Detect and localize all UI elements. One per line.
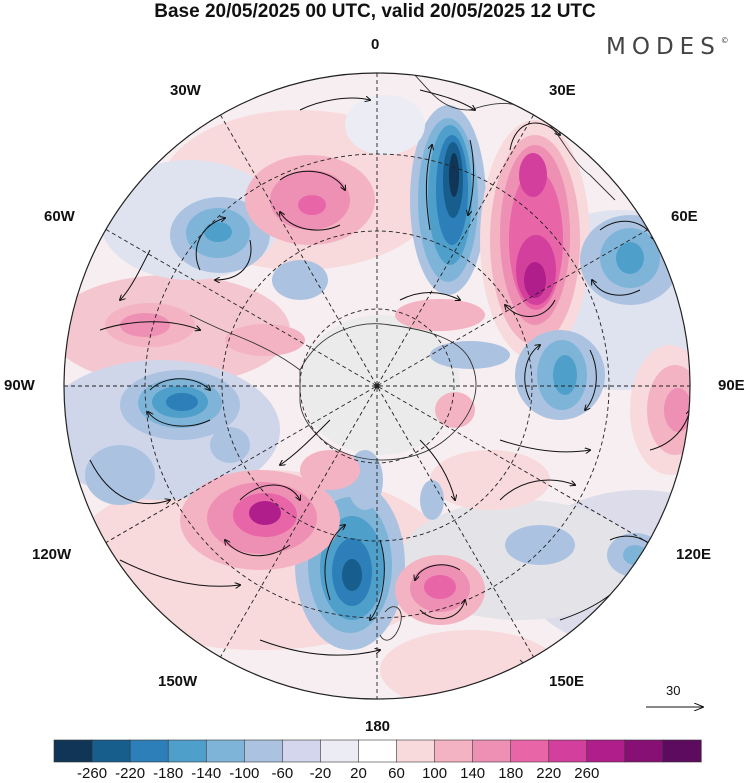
lon-label-150e: 150E xyxy=(549,673,585,690)
colorbar xyxy=(53,739,702,763)
brand-copyright-mark: © xyxy=(720,36,729,45)
anomaly-field xyxy=(64,73,690,699)
brand-logo: MODES© xyxy=(606,34,729,60)
colorbar-tick-label: 20 xyxy=(350,765,367,782)
colorbar-bin xyxy=(91,739,131,763)
colorbar-bin xyxy=(624,739,664,763)
colorbar-tick-label: -260 xyxy=(77,765,108,782)
colorbar-bin xyxy=(320,739,360,763)
lon-label-60w: 60W xyxy=(44,208,75,225)
colorbar-bin xyxy=(510,739,550,763)
wind-vectors xyxy=(89,89,690,656)
colorbar-bin xyxy=(282,739,322,763)
lon-label-120e: 120E xyxy=(676,546,712,563)
colorbar-tick-label: -140 xyxy=(191,765,222,782)
lon-label-60e: 60E xyxy=(671,208,698,225)
colorbar-bin xyxy=(586,739,626,763)
colorbar-bin xyxy=(396,739,436,763)
lon-label-90e: 90E xyxy=(718,377,745,394)
colorbar-tick-label: -180 xyxy=(153,765,184,782)
colorbar-bin xyxy=(167,739,207,763)
chart-title: Base 20/05/2025 00 UTC, valid 20/05/2025… xyxy=(154,1,596,22)
lon-label-30e: 30E xyxy=(549,82,576,99)
map-boundary xyxy=(63,72,691,700)
lon-label-30w: 30W xyxy=(170,82,201,99)
colorbar-tick-label: -60 xyxy=(271,765,294,782)
colorbar-bin xyxy=(472,739,512,763)
colorbar-bin xyxy=(358,739,398,763)
colorbar-tick-label: 140 xyxy=(460,765,486,782)
colorbar-tick-label: 100 xyxy=(422,765,448,782)
colorbar-bin xyxy=(129,739,169,763)
colorbar-bin xyxy=(548,739,588,763)
graticule xyxy=(64,73,690,699)
colorbar-tick-label: 60 xyxy=(388,765,405,782)
colorbar-tick-label: -20 xyxy=(309,765,332,782)
colorbar-bin xyxy=(53,739,93,763)
colorbar-bin xyxy=(662,739,702,763)
brand-name: MODES xyxy=(606,34,721,60)
colorbar-bin xyxy=(243,739,283,763)
colorbar-bin xyxy=(434,739,474,763)
lon-label-0: 0 xyxy=(371,36,380,53)
colorbar-tick-label: 220 xyxy=(536,765,562,782)
reference-vector-label: 30 xyxy=(666,683,681,698)
lon-label-120w: 120W xyxy=(32,546,72,563)
south-pole-marker xyxy=(374,383,380,389)
lon-label-180: 180 xyxy=(365,718,391,735)
colorbar-tick-label: 180 xyxy=(498,765,524,782)
lon-label-150w: 150W xyxy=(158,673,198,690)
colorbar-tick-label: -220 xyxy=(115,765,146,782)
lon-label-90w: 90W xyxy=(4,377,35,394)
colorbar-tick-label: 260 xyxy=(574,765,600,782)
colorbar-bin xyxy=(205,739,245,763)
colorbar-tick-label: -100 xyxy=(229,765,260,782)
